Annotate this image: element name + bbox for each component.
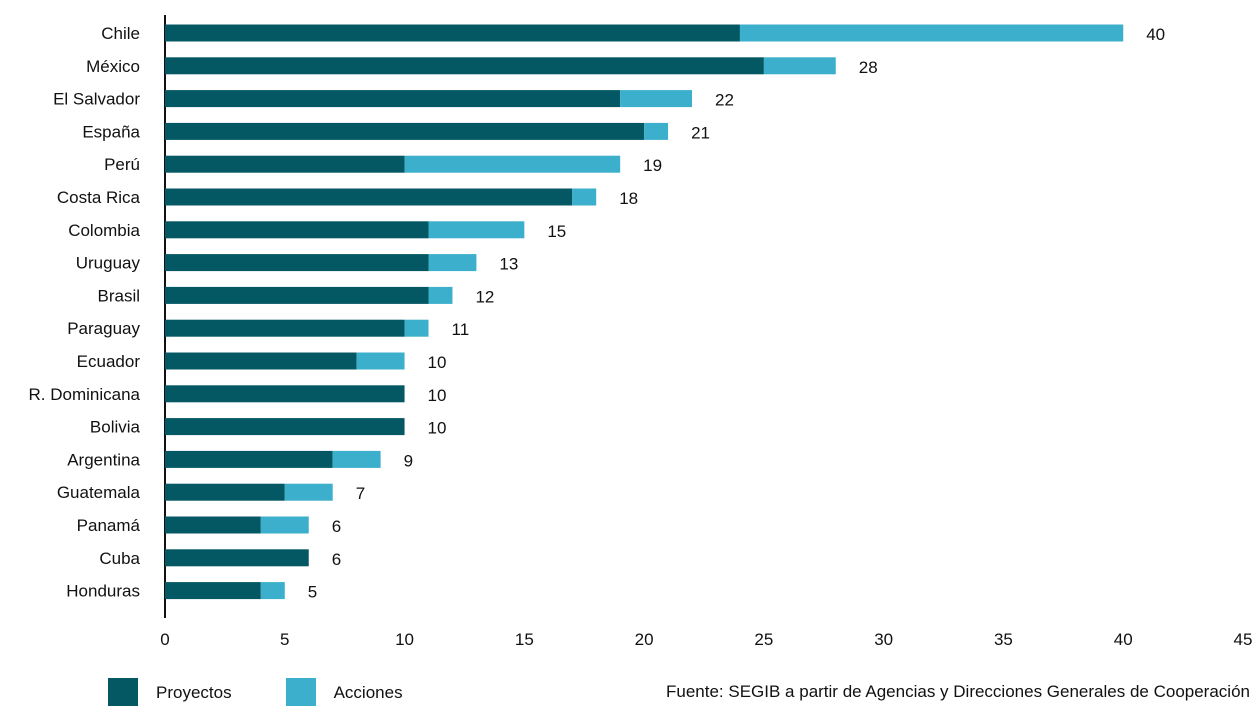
- x-tick-label: 45: [1234, 630, 1253, 649]
- acciones-bar: [404, 155, 621, 173]
- total-value-label: 5: [308, 583, 317, 602]
- proyectos-bar: [165, 188, 573, 206]
- total-value-label: 13: [499, 255, 518, 274]
- proyectos-bar: [165, 254, 429, 272]
- proyectos-bar: [165, 516, 261, 534]
- proyectos-bar: [165, 549, 309, 567]
- legend-item-acciones: Acciones: [285, 678, 403, 706]
- x-tick-label: 15: [515, 630, 534, 649]
- x-tick-label: 30: [874, 630, 893, 649]
- acciones-bar: [260, 582, 285, 600]
- category-label: Perú: [104, 155, 140, 174]
- total-value-label: 19: [643, 156, 662, 175]
- category-label: El Salvador: [53, 90, 140, 109]
- proyectos-bar: [165, 57, 764, 75]
- acciones-bar: [428, 221, 525, 239]
- proyectos-bar: [165, 582, 261, 600]
- proyectos-bar: [165, 450, 333, 468]
- x-tick-label: 5: [280, 630, 289, 649]
- proyectos-bar: [165, 319, 405, 337]
- acciones-bar: [332, 450, 381, 468]
- total-value-label: 18: [619, 189, 638, 208]
- acciones-bar: [284, 483, 333, 501]
- total-value-label: 11: [452, 320, 470, 339]
- category-label: R. Dominicana: [29, 385, 141, 404]
- category-label: Colombia: [68, 221, 140, 240]
- category-label: España: [82, 122, 140, 141]
- legend-swatch-acciones: [285, 678, 316, 706]
- proyectos-bar: [165, 286, 429, 304]
- acciones-bar: [260, 516, 309, 534]
- category-label: Ecuador: [77, 352, 141, 371]
- acciones-bar: [620, 90, 693, 108]
- acciones-bar: [404, 319, 429, 337]
- category-label: Panamá: [77, 516, 141, 535]
- category-label: Cuba: [99, 549, 140, 568]
- category-label: Bolivia: [90, 418, 141, 437]
- acciones-bar: [739, 24, 1124, 42]
- acciones-bar: [763, 57, 836, 75]
- x-tick-label: 10: [395, 630, 414, 649]
- proyectos-bar: [165, 352, 357, 370]
- total-value-label: 10: [428, 386, 447, 405]
- total-value-label: 22: [715, 91, 734, 110]
- legend-label-proyectos: Proyectos: [156, 682, 232, 702]
- legend-swatch-proyectos: [108, 678, 138, 706]
- acciones-bar: [428, 254, 477, 272]
- total-value-label: 12: [475, 287, 494, 306]
- proyectos-bar: [165, 483, 285, 501]
- total-value-label: 10: [428, 419, 447, 438]
- category-label: Honduras: [66, 582, 140, 601]
- total-value-label: 10: [428, 353, 447, 372]
- category-label: Chile: [101, 24, 140, 43]
- total-value-label: 6: [332, 550, 341, 569]
- legend-label-acciones: Acciones: [333, 682, 403, 702]
- proyectos-bar: [165, 90, 621, 108]
- proyectos-bar: [165, 155, 405, 173]
- acciones-bar: [572, 188, 597, 206]
- x-tick-label: 0: [160, 630, 169, 649]
- total-value-label: 15: [547, 222, 566, 241]
- proyectos-bar: [165, 418, 405, 436]
- category-label: Argentina: [67, 450, 140, 469]
- acciones-bar: [356, 352, 405, 370]
- x-tick-label: 25: [754, 630, 773, 649]
- proyectos-bar: [165, 24, 740, 42]
- legend: Proyectos Acciones: [108, 678, 403, 706]
- proyectos-bar: [165, 221, 429, 239]
- acciones-bar: [428, 286, 453, 304]
- total-value-label: 21: [691, 123, 710, 142]
- x-tick-label: 20: [635, 630, 654, 649]
- total-value-label: 6: [332, 517, 341, 536]
- category-label: México: [86, 57, 140, 76]
- acciones-bar: [644, 122, 669, 140]
- legend-item-proyectos: Proyectos: [108, 678, 232, 706]
- category-label: Uruguay: [76, 254, 141, 273]
- proyectos-bar: [165, 385, 405, 403]
- total-value-label: 28: [859, 58, 878, 77]
- category-label: Guatemala: [57, 483, 141, 502]
- category-label: Costa Rica: [57, 188, 141, 207]
- total-value-label: 9: [404, 451, 413, 470]
- x-tick-label: 35: [994, 630, 1013, 649]
- category-label: Paraguay: [67, 319, 140, 338]
- x-tick-label: 40: [1114, 630, 1133, 649]
- proyectos-bar: [165, 122, 645, 140]
- category-label: Brasil: [97, 286, 140, 305]
- source-note: Fuente: SEGIB a partir de Agencias y Dir…: [666, 682, 1250, 701]
- total-value-label: 40: [1146, 25, 1165, 44]
- total-value-label: 7: [356, 484, 365, 503]
